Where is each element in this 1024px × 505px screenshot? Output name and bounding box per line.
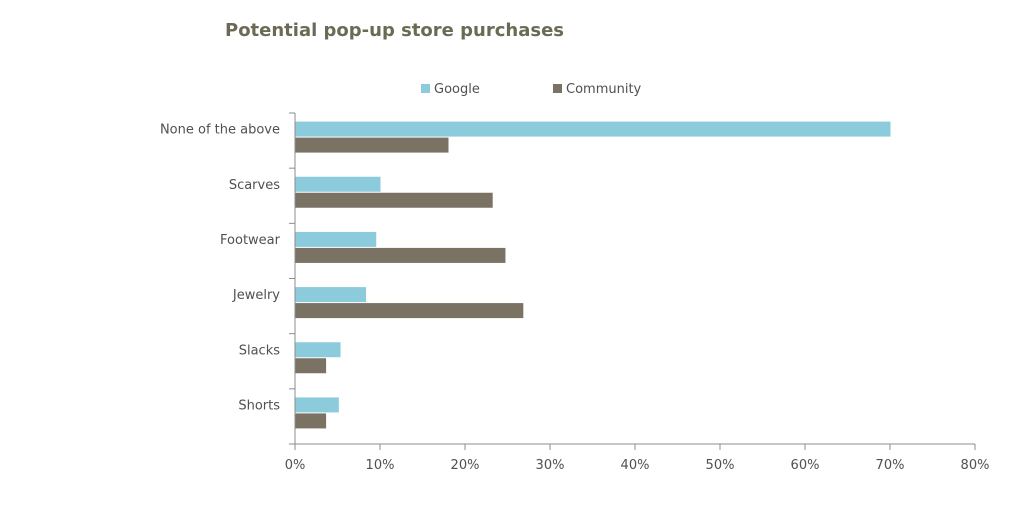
category-label: Scarves bbox=[229, 178, 280, 193]
bar-community-jewelry bbox=[295, 303, 524, 319]
bar-google-slacks bbox=[295, 342, 341, 358]
category-label: Jewelry bbox=[232, 288, 280, 303]
legend-label: Google bbox=[434, 82, 480, 97]
x-tick-label: 40% bbox=[621, 458, 650, 473]
chart-title: Potential pop-up store purchases bbox=[225, 20, 564, 41]
x-tick-label: 30% bbox=[536, 458, 565, 473]
legend-item-community: Community bbox=[553, 82, 642, 97]
bar-google-jewelry bbox=[295, 287, 367, 303]
x-tick-label: 50% bbox=[706, 458, 735, 473]
bar-community-footwear bbox=[295, 247, 506, 263]
bar-community-none-of-the-above bbox=[295, 137, 449, 153]
legend-swatch bbox=[421, 84, 430, 93]
bars-group bbox=[295, 121, 891, 429]
bar-google-scarves bbox=[295, 176, 381, 192]
x-tick-label: 0% bbox=[285, 458, 306, 473]
x-tick-label: 70% bbox=[876, 458, 905, 473]
legend-swatch bbox=[553, 84, 562, 93]
axes-group: 0% 10% 20% 30% 40% 50% 60% 70% 80% None of the ab… bbox=[160, 112, 990, 473]
category-label: Shorts bbox=[238, 398, 280, 413]
category-label: None of the above bbox=[160, 123, 280, 138]
bar-community-scarves bbox=[295, 192, 493, 208]
bar-google-footwear bbox=[295, 231, 377, 247]
bar-google-none-of-the-above bbox=[295, 121, 891, 137]
x-tick-label: 80% bbox=[961, 458, 990, 473]
category-label: Footwear bbox=[220, 233, 281, 248]
legend: Google Community bbox=[421, 82, 642, 97]
category-label: Slacks bbox=[239, 343, 281, 358]
x-tick-label: 20% bbox=[451, 458, 480, 473]
bar-community-slacks bbox=[295, 358, 327, 374]
legend-label: Community bbox=[566, 82, 642, 97]
bar-google-shorts bbox=[295, 397, 339, 413]
bar-community-shorts bbox=[295, 413, 327, 429]
x-tick-label: 60% bbox=[791, 458, 820, 473]
legend-item-google: Google bbox=[421, 82, 480, 97]
x-tick-label: 10% bbox=[366, 458, 395, 473]
